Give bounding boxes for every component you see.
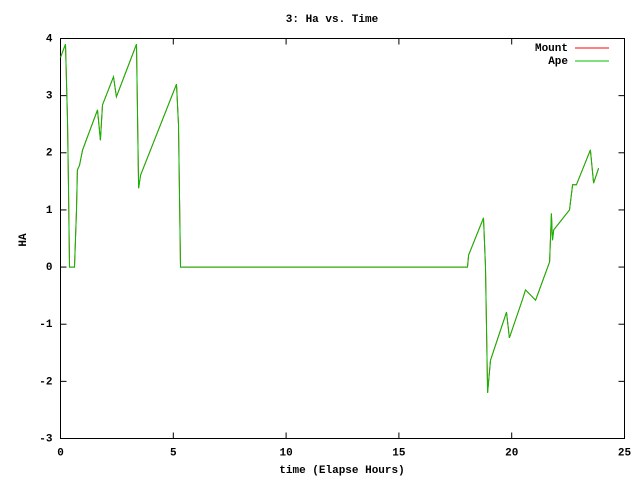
y-tick-label: -2 (39, 376, 52, 388)
x-tick-label: 5 (170, 447, 177, 459)
plot-frame (60, 38, 625, 439)
x-tick-label: 10 (279, 447, 292, 459)
y-tick-label: 3 (46, 91, 53, 103)
x-axis-label: time (Elapse Hours) (279, 465, 404, 477)
chart-title: 3: Ha vs. Time (286, 14, 379, 26)
x-tick-label: 25 (618, 447, 632, 459)
y-tick-label: 2 (46, 148, 53, 160)
y-axis-label: HA (18, 233, 30, 247)
x-tick-label: 20 (505, 447, 518, 459)
y-tick-label: -1 (39, 319, 53, 331)
legend-label: Ape (548, 56, 568, 68)
legend-label: Mount (535, 43, 568, 55)
y-tick-label: -3 (39, 433, 53, 445)
series-line (60, 44, 600, 393)
x-tick-label: 0 (57, 447, 64, 459)
series-line (60, 44, 600, 393)
y-tick-label: 4 (46, 33, 53, 45)
y-tick-label: 0 (46, 262, 53, 274)
y-tick-label: 1 (46, 205, 53, 217)
x-tick-label: 15 (392, 447, 406, 459)
